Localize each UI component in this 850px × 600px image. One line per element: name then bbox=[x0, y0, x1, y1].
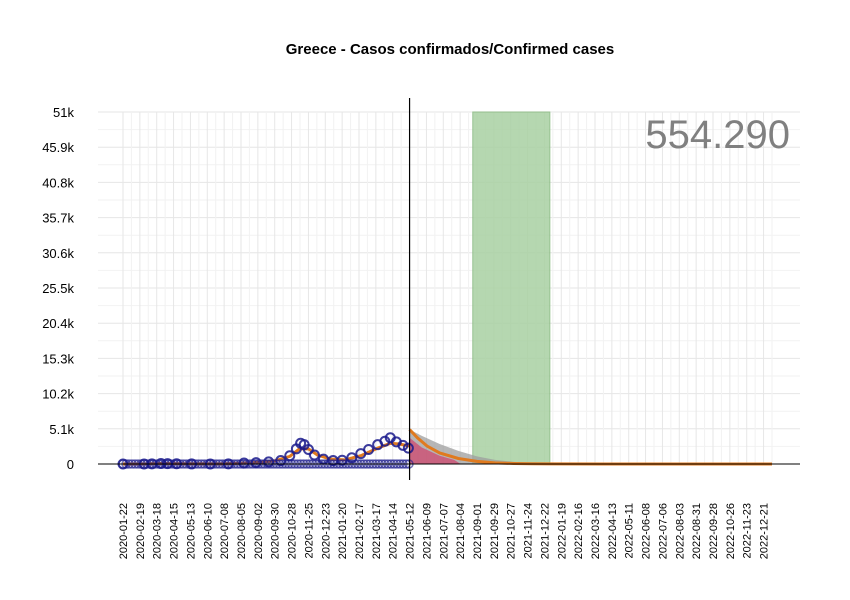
x-tick-label: 2021-02-17 bbox=[354, 503, 366, 559]
x-tick-label: 2022-03-16 bbox=[590, 503, 602, 559]
x-tick-label: 2020-08-05 bbox=[236, 503, 248, 559]
observed-point bbox=[302, 444, 314, 456]
y-tick-label: 0 bbox=[67, 457, 74, 472]
observed-point bbox=[402, 442, 414, 454]
highlight-band bbox=[472, 111, 551, 465]
y-tick-label: 35.7k bbox=[42, 211, 74, 226]
x-tick-label: 2020-04-15 bbox=[169, 503, 181, 559]
x-tick-label: 2022-04-13 bbox=[607, 503, 619, 559]
observed-point bbox=[397, 439, 409, 451]
y-tick-label: 15.3k bbox=[42, 351, 74, 366]
x-tick-label: 2021-10-27 bbox=[506, 503, 518, 559]
x-tick-label: 2020-09-30 bbox=[270, 503, 282, 559]
x-tick-label: 2020-02-19 bbox=[135, 503, 147, 559]
grid bbox=[98, 111, 800, 465]
x-tick-label: 2022-01-19 bbox=[556, 503, 568, 559]
x-tick-label: 2021-12-22 bbox=[539, 503, 551, 559]
x-tick-label: 2021-01-20 bbox=[337, 503, 349, 559]
total-cases-label: 554.290 bbox=[645, 113, 790, 157]
x-tick-label: 2020-06-10 bbox=[202, 503, 214, 559]
x-tick-label: 2021-04-14 bbox=[388, 503, 400, 559]
x-tick-label: 2022-12-21 bbox=[759, 503, 771, 559]
x-tick-label: 2021-03-17 bbox=[371, 503, 383, 559]
x-tick-label: 2021-07-07 bbox=[438, 503, 450, 559]
x-tick-label: 2020-07-08 bbox=[219, 503, 231, 559]
x-tick-label: 2020-12-23 bbox=[320, 503, 332, 559]
x-tick-label: 2022-08-31 bbox=[691, 503, 703, 559]
y-axis-ticks: 0 5.1k 10.2k 15.3k 20.4k 25.5k 30.6k 35.7k 40.8k… bbox=[42, 105, 74, 472]
x-tick-label: 2021-11-24 bbox=[523, 503, 535, 558]
y-tick-label: 5.1k bbox=[49, 422, 74, 437]
x-tick-label: 2022-02-16 bbox=[573, 503, 585, 559]
x-tick-label: 2022-08-03 bbox=[674, 503, 686, 559]
x-tick-label: 2021-09-01 bbox=[472, 503, 484, 559]
x-tick-label: 2020-03-18 bbox=[152, 503, 164, 559]
y-tick-label: 25.5k bbox=[42, 281, 74, 296]
x-tick-label: 2022-06-08 bbox=[641, 503, 653, 559]
x-tick-label: 2021-06-09 bbox=[421, 503, 433, 559]
x-tick-label: 2020-01-22 bbox=[118, 503, 130, 559]
x-tick-label: 2020-09-02 bbox=[253, 503, 265, 559]
y-tick-label: 40.8k bbox=[42, 175, 74, 190]
x-tick-label: 2022-10-26 bbox=[725, 503, 737, 559]
x-tick-label: 2020-05-13 bbox=[185, 503, 197, 559]
chart-title: Greece - Casos confirmados/Confirmed cas… bbox=[286, 41, 614, 58]
x-tick-label: 2020-11-25 bbox=[303, 503, 315, 558]
y-tick-label: 51k bbox=[53, 105, 74, 120]
x-tick-label: 2020-10-28 bbox=[287, 503, 299, 559]
x-tick-label: 2022-07-06 bbox=[657, 503, 669, 559]
highlight-layer bbox=[472, 111, 551, 465]
x-axis-ticks: 2020-01-22 2020-02-19 2020-03-18 2020-04-15… bbox=[118, 503, 771, 559]
y-tick-label: 30.6k bbox=[42, 246, 74, 261]
y-tick-label: 10.2k bbox=[42, 387, 74, 402]
x-tick-label: 2021-08-04 bbox=[455, 503, 467, 559]
y-tick-label: 45.9k bbox=[42, 140, 74, 155]
forecast-lower-area bbox=[409, 437, 461, 464]
observed-point bbox=[363, 444, 375, 456]
x-tick-label: 2021-09-29 bbox=[489, 503, 501, 559]
x-tick-label: 2022-11-23 bbox=[742, 503, 754, 558]
y-tick-label: 20.4k bbox=[42, 316, 74, 331]
axis-layer bbox=[98, 98, 800, 480]
x-tick-label: 2022-05-11 bbox=[624, 503, 636, 558]
x-tick-label: 2022-09-28 bbox=[708, 503, 720, 559]
x-tick-label: 2021-05-12 bbox=[405, 503, 417, 559]
